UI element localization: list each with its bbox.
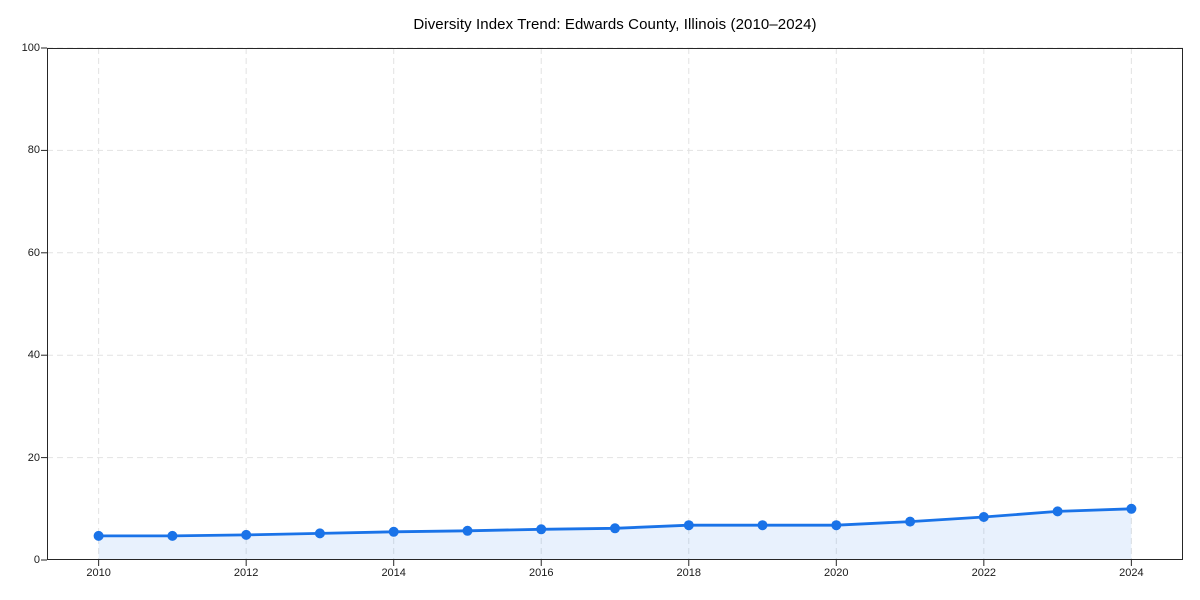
x-tick-label: 2018 xyxy=(676,567,701,579)
x-tick-label: 2010 xyxy=(86,567,111,579)
y-tick-label: 20 xyxy=(27,451,40,464)
data-point xyxy=(610,523,620,534)
axis-spines xyxy=(47,48,1183,560)
x-tick-label: 2022 xyxy=(971,567,997,579)
data-point xyxy=(757,520,768,531)
plot-area xyxy=(41,47,1183,566)
data-point xyxy=(1052,506,1063,517)
y-tick-label: 40 xyxy=(27,349,40,362)
x-tick-label: 2016 xyxy=(528,567,554,579)
y-tick-label: 100 xyxy=(21,42,40,54)
data-point xyxy=(978,512,989,522)
x-tick-label: 2024 xyxy=(1119,567,1144,579)
y-tick-label: 0 xyxy=(33,554,40,566)
data-point xyxy=(314,528,325,539)
area-fill xyxy=(98,508,1132,560)
data-point xyxy=(536,524,547,535)
data-point xyxy=(905,516,916,527)
y-axis-tick-labels: 0 20 40 60 80 100 xyxy=(0,42,40,566)
y-tick-label: 60 xyxy=(27,246,40,259)
data-point xyxy=(831,520,842,531)
data-point xyxy=(1126,503,1137,514)
x-tick-label: 2014 xyxy=(381,567,406,579)
data-point xyxy=(167,530,178,541)
data-point xyxy=(93,530,104,541)
x-tick-label: 2012 xyxy=(233,567,259,579)
chart-title: Diversity Index Trend: Edwards County, I… xyxy=(413,16,817,33)
data-point xyxy=(462,525,473,536)
data-point xyxy=(241,529,252,540)
y-tick-label: 80 xyxy=(27,144,40,157)
data-point xyxy=(388,526,399,537)
x-tick-label: 2020 xyxy=(824,567,849,579)
x-axis-tick-labels: 2010 2012 2014 2016 2018 2020 2022 2024 xyxy=(47,567,1183,587)
data-point xyxy=(683,520,694,531)
